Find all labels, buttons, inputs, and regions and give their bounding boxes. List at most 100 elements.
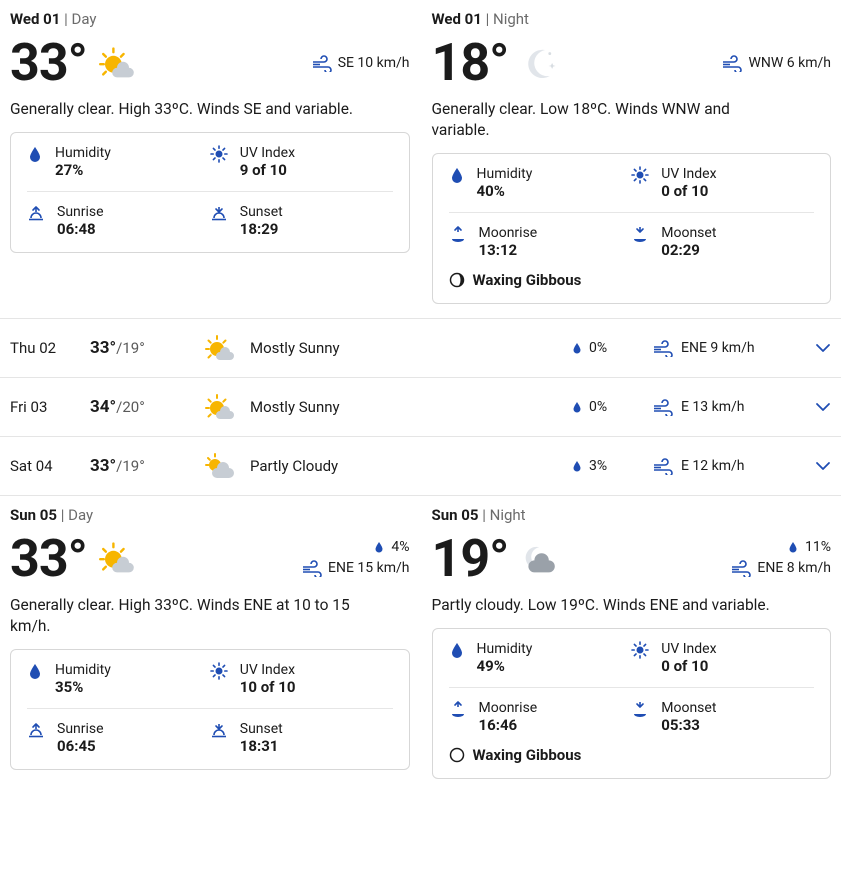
forecast-row[interactable]: Sat 04 33°/19° Partly Cloudy 3% E 12 km/…	[0, 437, 841, 496]
forecast-date: Thu 02	[10, 339, 90, 357]
forecast-icon	[190, 333, 250, 363]
night-panel: Wed 01 | Night 18° WNW 6 km/h Generally …	[432, 10, 832, 304]
precip-icon	[787, 540, 799, 554]
precip-row: 11%	[787, 539, 831, 555]
wind-row: SE 10 km/h	[310, 54, 410, 72]
humidity-icon	[27, 145, 43, 163]
forecast-temp: 34°/20°	[90, 397, 190, 417]
chevron-down-icon	[815, 341, 831, 355]
date-label: Wed 01 | Day	[10, 10, 410, 28]
chevron-down-icon	[815, 459, 831, 473]
moon-phase-icon	[449, 272, 465, 288]
moonrise-icon	[449, 225, 467, 243]
moon-phase-row: Waxing Gibbous	[449, 259, 815, 289]
wind-row: WNW 6 km/h	[720, 54, 831, 72]
detail-panel-wed01: Wed 01 | Day 33° SE 10 km/h Generally cl…	[0, 0, 841, 318]
humidity-value: 40%	[477, 182, 533, 200]
chevron-down-icon	[815, 400, 831, 414]
partly-cloudy-night-icon	[516, 540, 560, 576]
temp-night: 18°	[432, 32, 509, 93]
forecast-row[interactable]: Thu 02 33°/19° Mostly Sunny 0% ENE 9 km/…	[0, 319, 841, 378]
forecast-wind: E 12 km/h	[651, 457, 801, 475]
temp-day: 33°	[10, 528, 87, 589]
moonrise-value: 13:12	[479, 241, 538, 259]
forecast-row[interactable]: Fri 03 34°/20° Mostly Sunny 0% E 13 km/h	[0, 378, 841, 437]
humidity-icon	[27, 662, 43, 680]
humidity-icon	[449, 641, 465, 659]
wind-icon	[651, 457, 673, 475]
forecast-cond: Mostly Sunny	[250, 398, 571, 416]
sunrise-icon	[27, 721, 45, 739]
precip-row: 4%	[373, 539, 409, 555]
wind-text: WNW 6 km/h	[748, 55, 831, 71]
sunset-value: 18:29	[240, 220, 283, 238]
daypart-text: Night	[493, 10, 529, 28]
night-details-card: Humidity 40% UV Index 0 of 10	[432, 153, 832, 304]
moonset-value: 02:29	[661, 241, 716, 259]
forecast-wind: ENE 9 km/h	[651, 339, 801, 357]
sunrise-label: Sunrise	[57, 204, 104, 220]
day-desc: Generally clear. High 33ºC. Winds SE and…	[10, 99, 370, 120]
sunrise-value: 06:48	[57, 220, 104, 238]
night-desc: Partly cloudy. Low 19ºC. Winds ENE and v…	[432, 595, 792, 616]
day-panel: Wed 01 | Day 33° SE 10 km/h Generally cl…	[10, 10, 410, 304]
forecast-temp: 33°/19°	[90, 338, 190, 358]
night-desc: Generally clear. Low 18ºC. Winds WNW and…	[432, 99, 792, 141]
day-details-card: Humidity 27% UV Index 9 of 10	[10, 132, 410, 253]
wind-row: ENE 15 km/h	[300, 559, 409, 577]
wind-icon	[300, 559, 322, 577]
wind-text: SE 10 km/h	[338, 55, 410, 71]
date-text: Wed 01	[10, 10, 60, 28]
wind-icon	[651, 339, 673, 357]
forecast-icon	[190, 392, 250, 422]
moonset-icon	[631, 700, 649, 718]
night-panel: Sun 05 | Night 19° 11% ENE 8 km/h	[432, 506, 832, 779]
forecast-cond: Partly Cloudy	[250, 457, 571, 475]
forecast-wind: E 13 km/h	[651, 398, 801, 416]
sunrise-icon	[27, 204, 45, 222]
date-label: Wed 01 | Night	[432, 10, 832, 28]
uv-value: 0 of 10	[661, 182, 716, 200]
forecast-precip: 0%	[571, 340, 651, 356]
uv-value: 9 of 10	[240, 161, 295, 179]
humidity-value: 27%	[55, 161, 111, 179]
daypart-text: Day	[72, 10, 97, 28]
moon-phase-row: Waxing Gibbous	[449, 734, 815, 764]
day-details-card: Humidity 35% UV Index 10 of 10	[10, 649, 410, 770]
wind-row: ENE 8 km/h	[729, 559, 831, 577]
day-desc: Generally clear. High 33ºC. Winds ENE at…	[10, 595, 370, 637]
sunset-label: Sunset	[240, 204, 283, 220]
forecast-date: Sat 04	[10, 457, 90, 475]
humidity-label: Humidity	[55, 145, 111, 161]
date-text: Wed 01	[432, 10, 482, 28]
sunset-icon	[210, 721, 228, 739]
night-details-card: Humidity 49% UV Index 0 of 10	[432, 628, 832, 779]
uv-icon	[210, 145, 228, 163]
forecast-precip: 3%	[571, 458, 651, 474]
temp-night: 19°	[432, 528, 509, 589]
forecast-icon	[190, 451, 250, 481]
forecast-list: Thu 02 33°/19° Mostly Sunny 0% ENE 9 km/…	[0, 318, 841, 496]
uv-label: UV Index	[240, 145, 295, 161]
precip-icon	[571, 341, 583, 355]
forecast-cond: Mostly Sunny	[250, 339, 571, 357]
moon-phase-icon	[449, 747, 465, 763]
detail-panel-sun05: Sun 05 | Day 33° 4% ENE 15 km/h	[0, 495, 841, 793]
precip-icon	[373, 540, 385, 554]
expand-button[interactable]	[801, 399, 831, 415]
sunset-icon	[210, 204, 228, 222]
uv-icon	[210, 662, 228, 680]
forecast-precip: 0%	[571, 399, 651, 415]
mostly-sunny-icon	[203, 333, 237, 363]
forecast-temp: 33°/19°	[90, 456, 190, 476]
precip-icon	[571, 400, 583, 414]
uv-icon	[631, 166, 649, 184]
expand-button[interactable]	[801, 458, 831, 474]
expand-button[interactable]	[801, 340, 831, 356]
wind-icon	[720, 54, 742, 72]
wind-icon	[729, 559, 751, 577]
clear-night-icon	[516, 43, 560, 83]
precip-icon	[571, 459, 583, 473]
mostly-sunny-icon	[203, 392, 237, 422]
wind-icon	[310, 54, 332, 72]
